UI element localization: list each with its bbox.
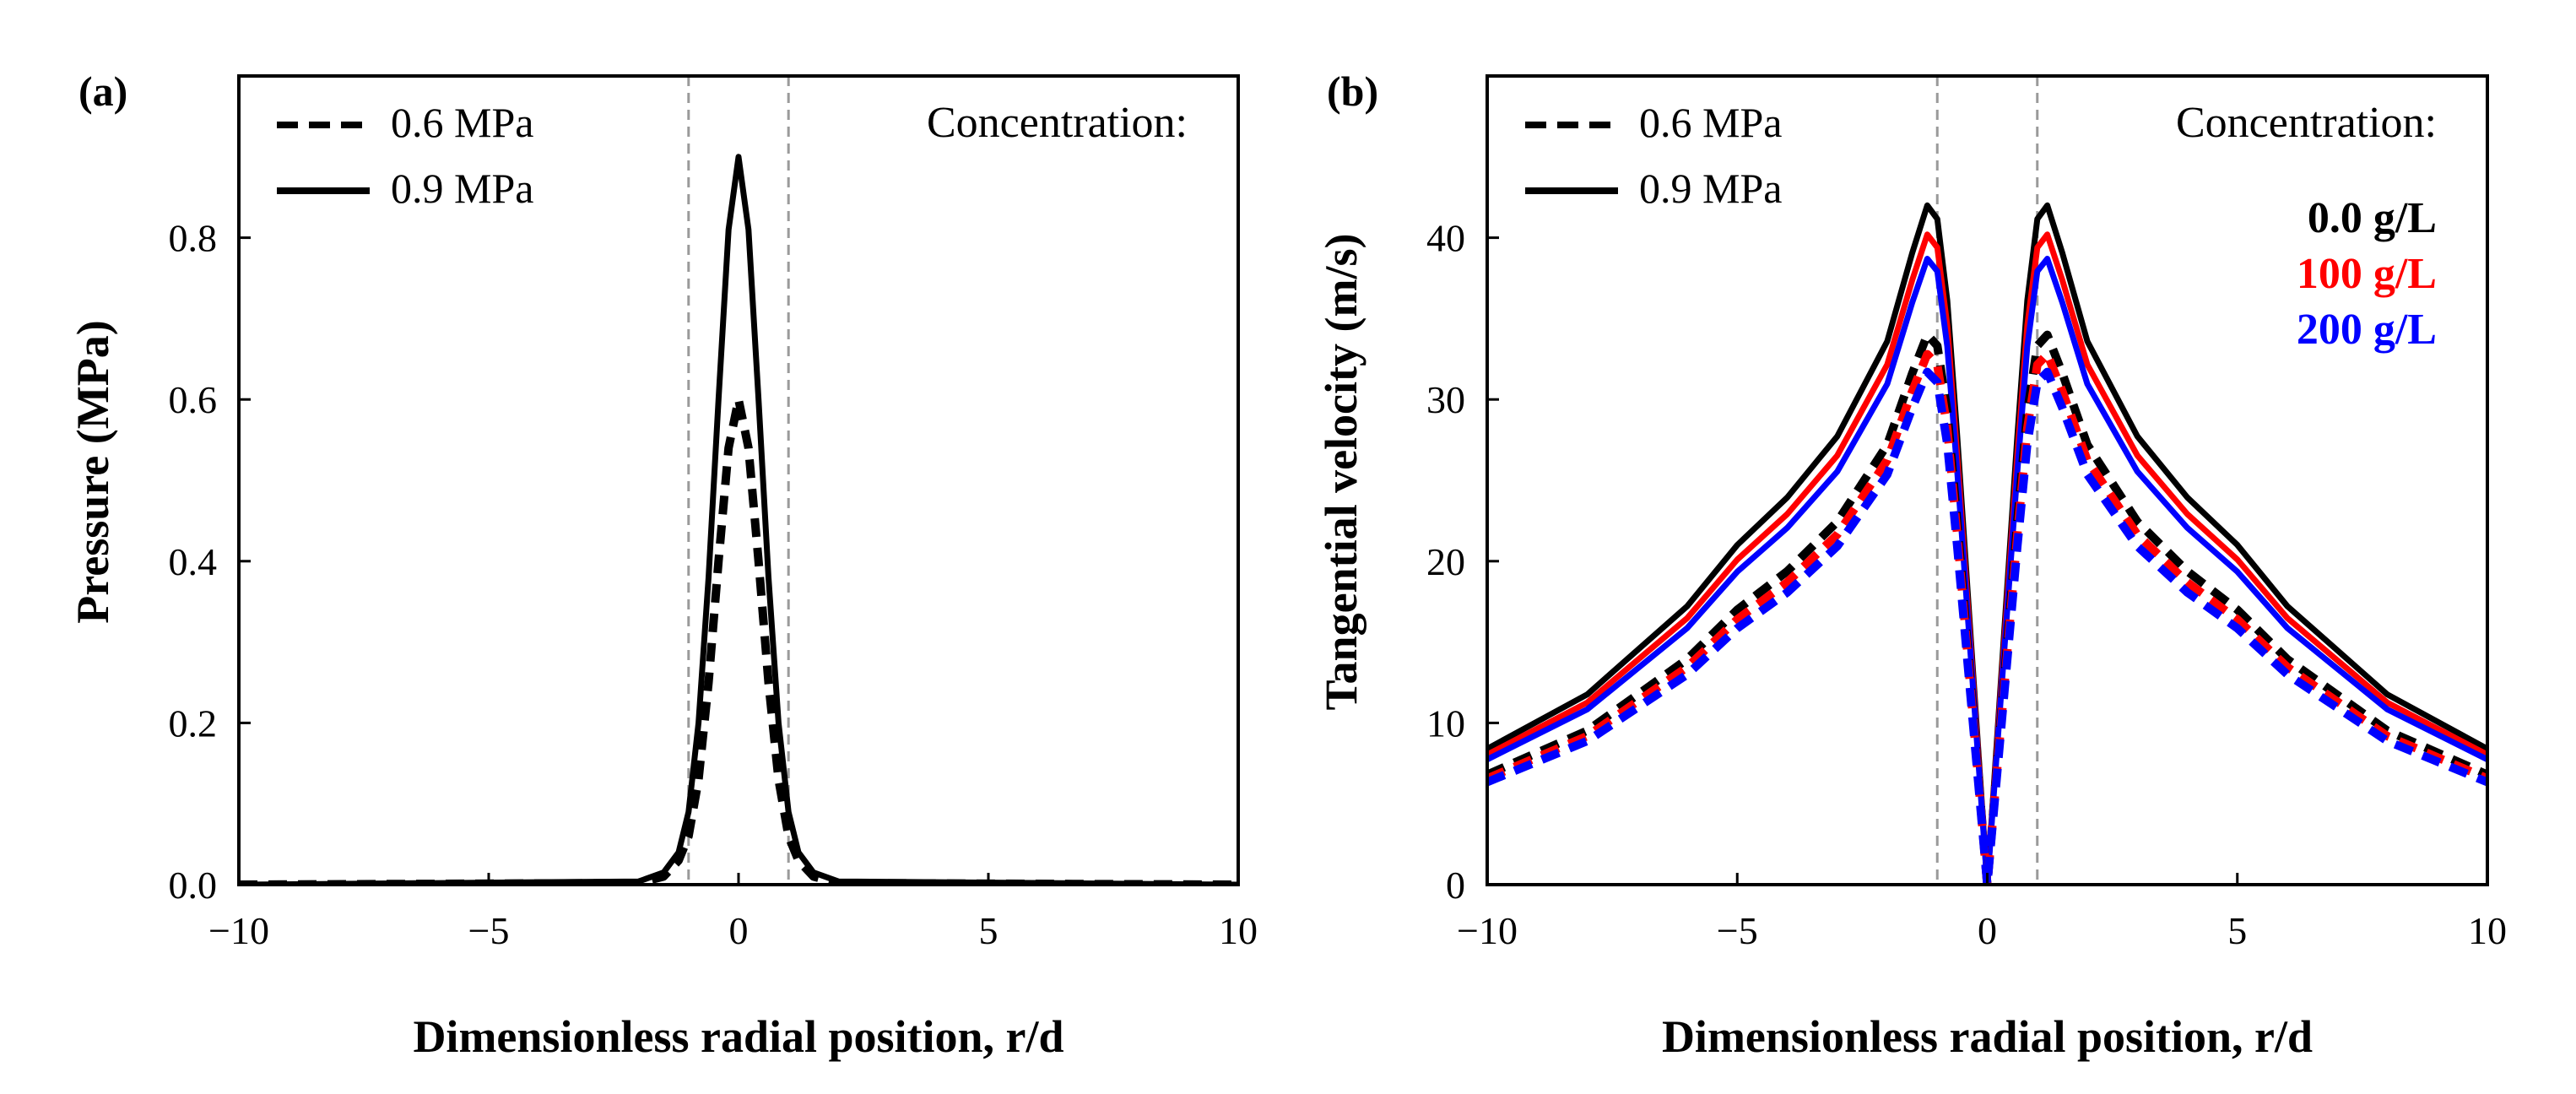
panel-label: (a) <box>78 68 127 115</box>
y-axis-label: Pressure (MPa) <box>68 320 118 623</box>
x-tick-label: 5 <box>2227 909 2247 952</box>
panel-label: (b) <box>1327 68 1378 115</box>
plot-frame <box>237 74 1240 886</box>
y-tick-label: 0.8 <box>169 217 218 260</box>
x-tick-label: 0 <box>729 909 749 952</box>
series-line-3 <box>1487 256 2487 885</box>
series-line-2 <box>1487 231 2487 885</box>
annotation-title: Concentration: <box>2176 99 2437 147</box>
y-tick-label: 0 <box>1446 864 1465 907</box>
series-line-6 <box>1487 367 2487 885</box>
series-line-5 <box>1487 349 2487 885</box>
x-tick-label: −5 <box>468 909 510 952</box>
annotation-entry-1: 0.0 g/L <box>2308 194 2437 242</box>
curves <box>239 154 1238 885</box>
y-tick-label: 0.0 <box>169 864 218 907</box>
y-tick-label: 0.4 <box>169 540 218 583</box>
x-tick-label: 10 <box>1219 909 1258 952</box>
chart-panel-a: −10 −5 0 5 10 0.0 0.2 0.4 0.6 0.8 Dimensionless ra… <box>68 68 1258 1062</box>
chart-panel-b: −10 −5 0 5 10 0 10 20 30 40 Dimensionless radial p… <box>1316 68 2507 1062</box>
x-tick-label: −10 <box>1457 909 1518 952</box>
legend-label-2: 0.9 MPa <box>1639 165 1782 212</box>
y-tick-label: 10 <box>1426 701 1465 745</box>
curves <box>1487 202 2487 885</box>
y-tick-label: 30 <box>1426 378 1465 421</box>
x-tick-label: 10 <box>2468 909 2507 952</box>
annotation-entry-2: 100 g/L <box>2297 250 2437 298</box>
legend-label-1: 0.6 MPa <box>1639 99 1782 146</box>
y-tick-label: 40 <box>1426 217 1465 260</box>
x-tick-label: −5 <box>1717 909 1758 952</box>
x-axis-label: Dimensionless radial position, r/d <box>413 1011 1063 1062</box>
annotation-title: Concentration: <box>927 99 1188 147</box>
y-tick-label: 20 <box>1426 540 1465 583</box>
x-tick-label: −10 <box>208 909 269 952</box>
y-tick-label: 0.2 <box>169 701 218 745</box>
legend-label-1: 0.6 MPa <box>391 99 533 146</box>
x-axis-label: Dimensionless radial position, r/d <box>1662 1011 2313 1062</box>
series-line-2 <box>239 154 1238 885</box>
y-tick-label: 0.6 <box>169 378 218 421</box>
series-line-1 <box>1487 202 2487 885</box>
y-axis-label: Tangential velocity (m/s) <box>1316 234 1366 711</box>
series-line-1 <box>239 395 1238 885</box>
x-tick-label: 0 <box>1978 909 1997 952</box>
x-tick-label: 5 <box>979 909 998 952</box>
series-line-4 <box>1487 330 2487 885</box>
annotation-entry-3: 200 g/L <box>2297 306 2437 354</box>
legend-label-2: 0.9 MPa <box>391 165 533 212</box>
